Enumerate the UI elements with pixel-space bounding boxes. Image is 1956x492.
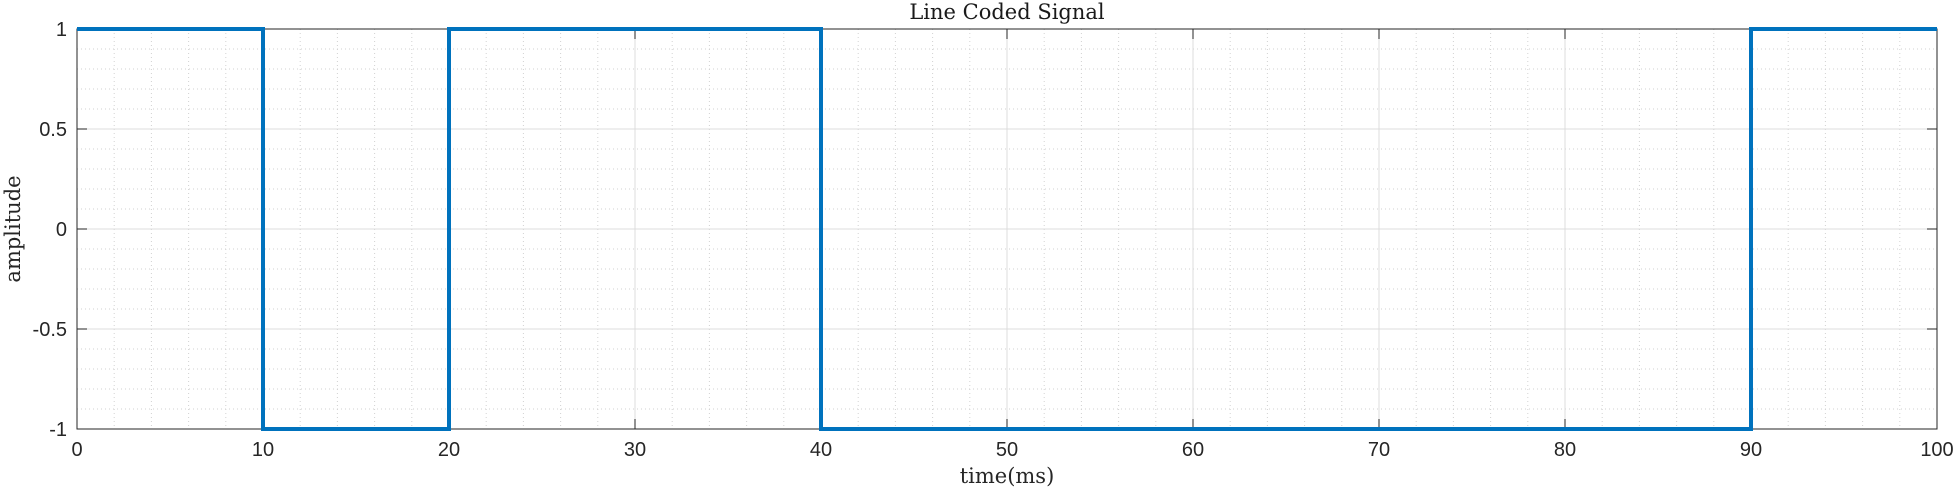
x-tick-label: 40 bbox=[810, 439, 832, 461]
y-tick-label: 0.5 bbox=[39, 119, 67, 141]
y-tick-labels: -1 -0.5 0 0.5 1 bbox=[33, 19, 67, 441]
chart-title: Line Coded Signal bbox=[909, 0, 1105, 24]
x-tick-label: 70 bbox=[1368, 439, 1390, 461]
x-tick-label: 100 bbox=[1920, 439, 1953, 461]
x-tick-label: 20 bbox=[438, 439, 460, 461]
x-tick-label: 60 bbox=[1182, 439, 1204, 461]
x-tick-labels: 0 10 20 30 40 50 60 70 80 90 100 bbox=[71, 439, 1953, 461]
series-layer bbox=[77, 27, 1937, 431]
y-tick-label: 0 bbox=[56, 219, 67, 241]
y-tick-label: -0.5 bbox=[33, 319, 67, 341]
x-tick-label: 0 bbox=[71, 439, 82, 461]
x-tick-label: 90 bbox=[1740, 439, 1762, 461]
x-tick-label: 80 bbox=[1554, 439, 1576, 461]
x-tick-label: 30 bbox=[624, 439, 646, 461]
x-tick-label: 50 bbox=[996, 439, 1018, 461]
y-tick-label: -1 bbox=[49, 419, 67, 441]
x-axis-title: time(ms) bbox=[960, 464, 1055, 488]
y-axis-title: amplitude bbox=[1, 175, 25, 282]
x-tick-label: 10 bbox=[252, 439, 274, 461]
y-tick-label: 1 bbox=[56, 19, 67, 41]
series-line-0 bbox=[77, 27, 1937, 431]
